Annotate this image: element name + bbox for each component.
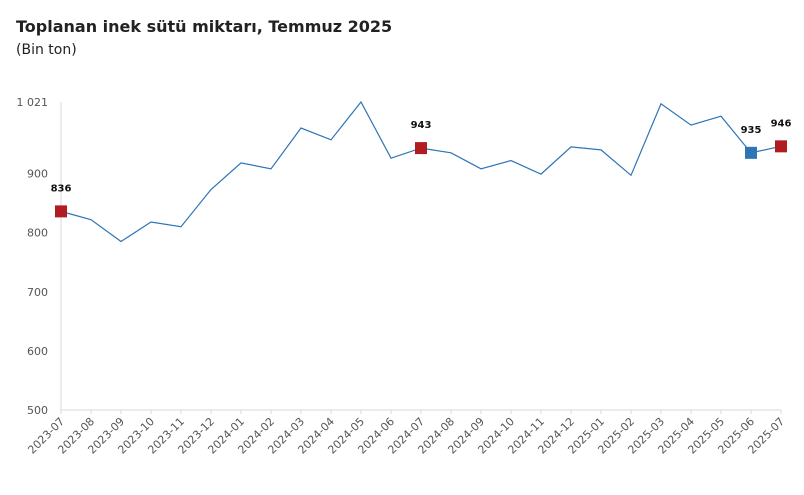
chart-subtitle: (Bin ton) xyxy=(16,42,77,58)
y-tick-label: 700 xyxy=(27,286,48,299)
data-label: 836 xyxy=(51,183,72,194)
data-point-marker xyxy=(745,146,757,159)
y-tick-label: 800 xyxy=(27,227,48,240)
y-tick-label: 600 xyxy=(27,345,48,358)
data-point-marker xyxy=(55,205,67,218)
data-point-marker xyxy=(775,140,787,153)
data-label: 943 xyxy=(411,120,432,131)
data-label: 935 xyxy=(741,125,762,136)
y-tick-label: 1 021 xyxy=(17,96,49,109)
data-label: 946 xyxy=(771,118,792,129)
data-point-marker xyxy=(415,142,427,155)
y-tick-label: 500 xyxy=(27,404,48,417)
y-tick-label: 900 xyxy=(27,168,48,181)
chart-title: Toplanan inek sütü miktarı, Temmuz 2025 xyxy=(16,17,393,36)
